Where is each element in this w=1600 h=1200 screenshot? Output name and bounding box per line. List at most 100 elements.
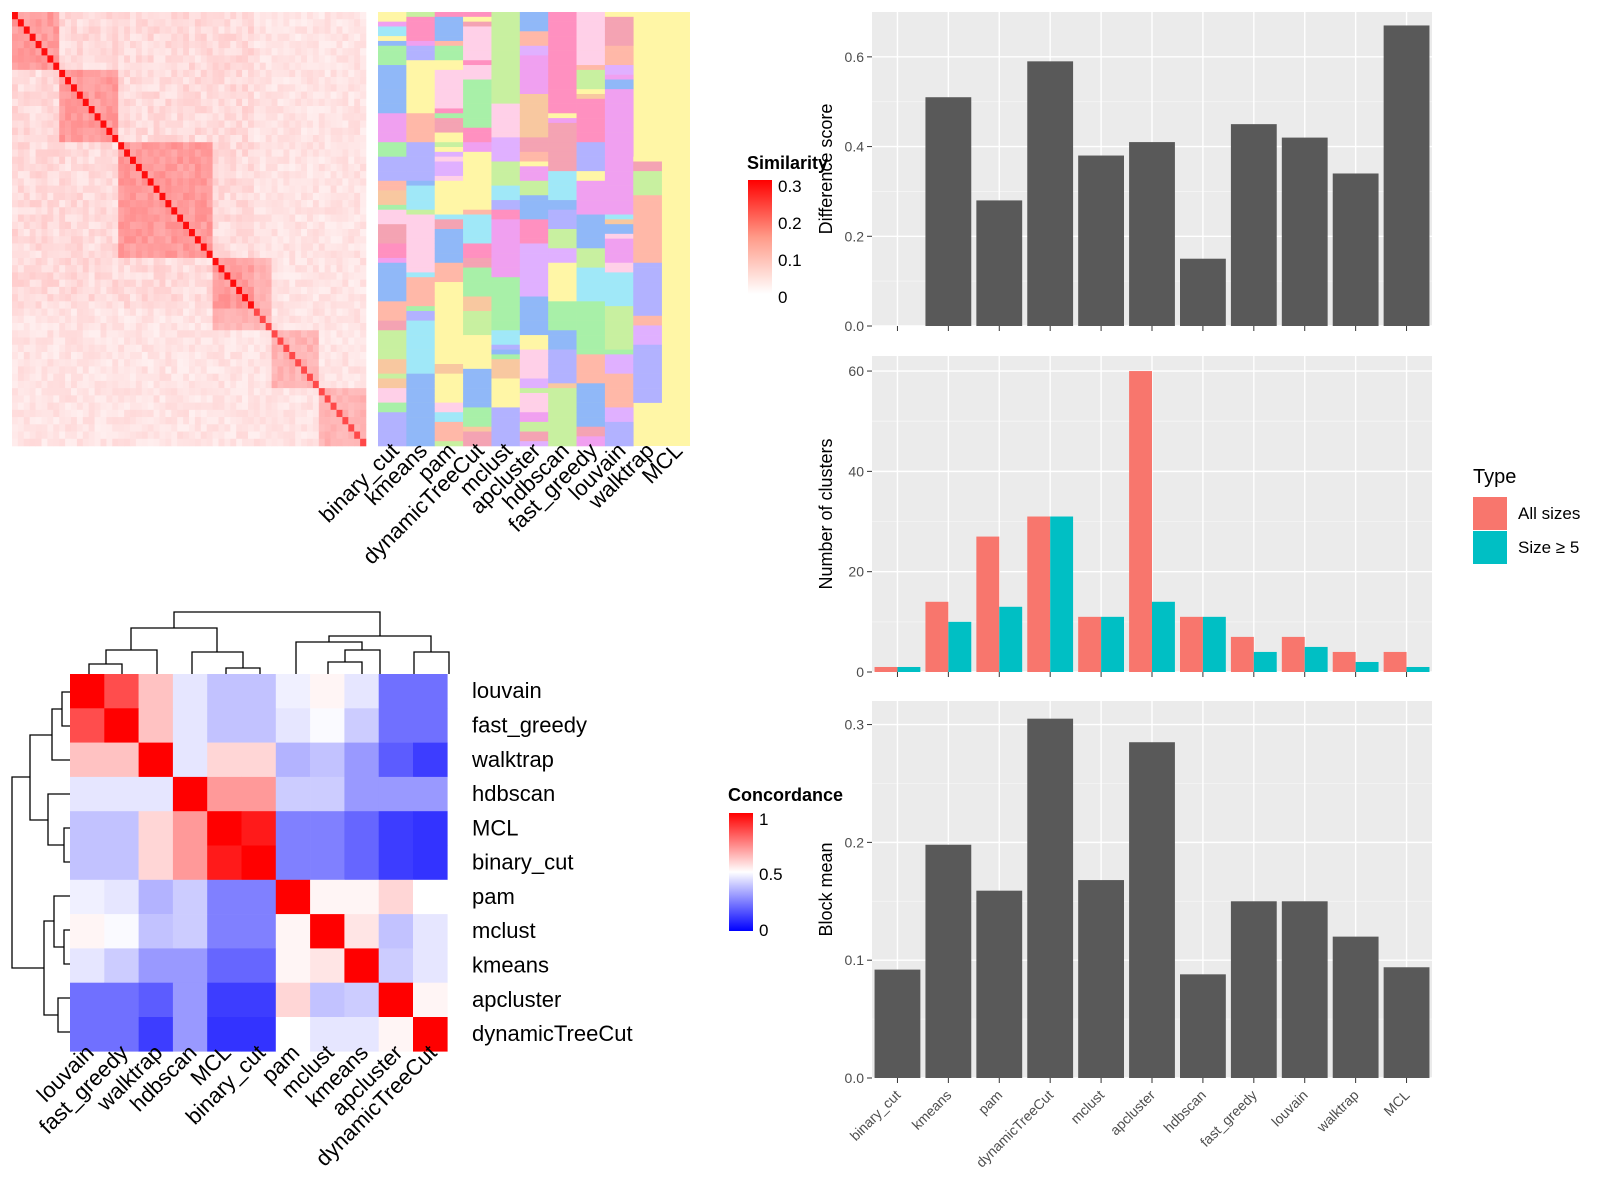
similarity-cell [65,344,72,353]
similarity-cell [147,200,154,208]
similarity-cell [200,192,207,201]
annotation-cell [491,45,521,51]
similarity-cell [360,77,367,85]
annotation-cell [633,219,662,225]
annotation-cell [604,113,634,119]
similarity-cell [106,265,113,273]
similarity-cell [230,200,237,208]
annotation-cell [463,166,492,172]
similarity-cell [23,323,30,331]
similarity-cell [17,409,25,418]
similarity-cell [29,98,36,107]
annotation-cell [548,151,577,157]
similarity-cell [318,48,325,56]
similarity-cell [118,286,125,295]
similarity-cell [82,69,89,78]
similarity-cell [100,26,107,34]
similarity-cell [348,142,355,150]
similarity-cell [124,55,131,63]
similarity-cell [336,120,343,129]
similarity-cell [147,84,154,92]
annotation-cell [519,421,549,428]
similarity-cell [153,438,160,447]
similarity-cell [130,91,137,100]
similarity-cell [277,250,284,259]
similarity-cell [41,33,48,42]
similarity-cell [206,55,213,63]
annotation-cell [406,103,436,109]
similarity-cell [88,236,95,244]
similarity-cell [141,431,148,440]
similarity-cell [194,294,202,302]
similarity-cell [354,286,361,295]
annotation-cell [604,219,634,225]
similarity-cell [212,431,219,440]
similarity-cell [206,62,213,71]
similarity-cell [53,55,60,63]
similarity-cell [259,417,266,425]
annotation-cell [434,315,464,321]
similarity-cell [277,373,284,382]
concordance-row-label: mclust [472,918,536,943]
similarity-cell [277,308,284,317]
similarity-cell [17,156,25,165]
similarity-cell [171,12,178,20]
similarity-cell [183,344,190,353]
annotation-cell [548,214,577,220]
annotation-cell [604,60,634,66]
annotation-cell [633,190,662,196]
similarity-cell [307,315,314,324]
similarity-cell [307,77,314,85]
similarity-cell [330,294,337,302]
similarity-cell [177,178,184,186]
annotation-cell [463,359,492,365]
annotation-cell [463,122,492,129]
similarity-cell [47,323,54,331]
similarity-cell [118,127,125,136]
similarity-cell [23,48,30,56]
similarity-cell [301,178,308,186]
annotation-cell [463,257,492,264]
similarity-cell [147,106,154,114]
similarity-cell [106,171,113,179]
annotation-cell [378,12,407,18]
annotation-cell [491,282,521,288]
similarity-cell [29,351,36,360]
similarity-cell [53,417,60,425]
similarity-cell [277,229,284,237]
similarity-cell [159,366,166,374]
similarity-cell [348,98,355,107]
similarity-cell [183,409,190,418]
bar [1332,173,1379,326]
similarity-cell [224,359,231,367]
similarity-cell [76,113,84,121]
similarity-cell [183,301,190,309]
similarity-cell [253,19,261,27]
similarity-cell [265,366,272,374]
similarity-cell [200,236,207,244]
similarity-cell [277,185,284,194]
similarity-cell [295,409,302,418]
similarity-cell [259,178,266,186]
concordance-cell [413,845,448,881]
similarity-cell [100,207,107,215]
similarity-cell [324,149,331,157]
annotation-cell [576,397,606,403]
similarity-cell [348,417,355,425]
similarity-cell [76,395,84,403]
similarity-cell [301,431,308,440]
annotation-cell [519,426,549,432]
similarity-cell [112,351,119,360]
similarity-cell [265,424,272,432]
annotation-cell [604,84,634,90]
annotation-cell [491,397,521,403]
similarity-cell [147,192,154,201]
annotation-cell [406,79,436,85]
similarity-cell [248,200,255,208]
similarity-cell [17,344,25,353]
similarity-cell [65,106,72,114]
concordance-cell [104,948,139,983]
similarity-cell [312,438,320,447]
similarity-cell [135,337,143,346]
dendrogram-column-branch [173,611,381,636]
